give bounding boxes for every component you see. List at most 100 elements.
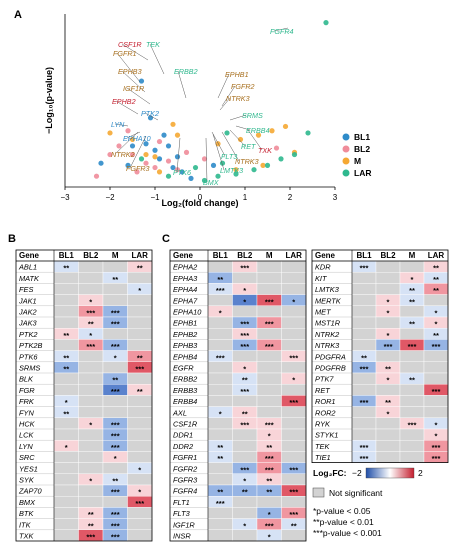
heat-cell bbox=[399, 384, 425, 396]
gene-label: FGFR3 bbox=[126, 164, 150, 173]
gene-name: RYK bbox=[315, 420, 331, 429]
heat-cell bbox=[399, 428, 425, 441]
heat-cell bbox=[281, 260, 307, 273]
point-lar bbox=[233, 171, 239, 177]
leader-line bbox=[114, 131, 139, 155]
gene-name: FGR bbox=[19, 386, 35, 395]
table-border bbox=[311, 249, 449, 464]
significance-mark: *** bbox=[408, 421, 417, 430]
heat-cell bbox=[78, 260, 104, 273]
column-header: Gene bbox=[173, 251, 194, 260]
point-bl2 bbox=[201, 156, 208, 162]
significance-mark: * bbox=[435, 320, 438, 329]
heat-cell bbox=[53, 473, 79, 486]
significance-mark: *** bbox=[265, 421, 274, 430]
heat-cell bbox=[281, 272, 307, 284]
significance-mark: * bbox=[219, 409, 222, 418]
gene-label: FGFR4 bbox=[270, 27, 294, 36]
significance-mark: * bbox=[65, 398, 68, 407]
x-tick-label: −1 bbox=[150, 193, 160, 202]
significance-mark: * bbox=[435, 421, 438, 430]
significance-mark: *** bbox=[111, 421, 120, 430]
gene-name: INSR bbox=[173, 532, 191, 541]
leader-line bbox=[144, 112, 159, 121]
heat-cell bbox=[78, 350, 104, 363]
heat-cell bbox=[232, 272, 258, 284]
significance-mark: *** bbox=[360, 454, 369, 463]
legend-label-lar: LAR bbox=[354, 168, 371, 178]
point-m bbox=[233, 167, 239, 173]
gene-name: FGFR4 bbox=[173, 487, 197, 496]
gene-name: FGFR2 bbox=[173, 464, 197, 473]
gene-name: EPHA10 bbox=[173, 308, 202, 317]
point-lar bbox=[305, 130, 311, 136]
gene-name: EPHB3 bbox=[173, 341, 198, 350]
point-bl2 bbox=[93, 173, 100, 179]
significance-mark: *** bbox=[86, 342, 95, 351]
heat-cell bbox=[256, 328, 282, 340]
heat-cell bbox=[375, 451, 401, 463]
heat-cell bbox=[232, 451, 258, 463]
heat-cell bbox=[78, 272, 104, 284]
heat-cell bbox=[281, 428, 307, 441]
heat-cell bbox=[53, 529, 79, 542]
column-header: M bbox=[112, 251, 119, 260]
heat-cell bbox=[207, 260, 233, 273]
significance-mark: ** bbox=[217, 443, 223, 452]
leader-line bbox=[116, 52, 141, 83]
heat-cell bbox=[256, 384, 282, 396]
heat-cell bbox=[127, 328, 153, 340]
heat-cell bbox=[232, 440, 258, 452]
gene-name: ITK bbox=[19, 520, 32, 529]
gene-name: MERTK bbox=[315, 296, 342, 305]
heat-cell bbox=[399, 350, 425, 363]
heat-cell bbox=[53, 518, 79, 530]
gene-name: JAK2 bbox=[18, 308, 37, 317]
gene-name: IGF1R bbox=[173, 520, 195, 529]
significance-mark: *** bbox=[240, 331, 249, 340]
heat-cell bbox=[127, 529, 153, 542]
leader-line bbox=[221, 131, 240, 162]
significance-mark: ** bbox=[361, 353, 367, 362]
gene-name: TEK bbox=[315, 442, 330, 451]
point-m bbox=[143, 151, 149, 158]
leader-line bbox=[229, 129, 246, 147]
heat-cell bbox=[375, 428, 401, 441]
gene-label: BMX bbox=[203, 178, 220, 187]
gene-name: SRC bbox=[19, 453, 35, 462]
significance-mark: ** bbox=[137, 387, 143, 396]
significance-mark: ** bbox=[137, 264, 143, 273]
gene-name: BLK bbox=[19, 375, 34, 384]
significance-mark: *** bbox=[289, 465, 298, 474]
heat-cell bbox=[256, 372, 282, 385]
significance-mark: ** bbox=[385, 365, 391, 374]
column-header: BL2 bbox=[380, 251, 396, 260]
heat-cell bbox=[281, 384, 307, 396]
significance-mark: * bbox=[243, 521, 246, 530]
heat-cell bbox=[53, 428, 79, 441]
point-bl1 bbox=[188, 175, 194, 181]
significance-mark: * bbox=[138, 286, 141, 295]
gene-name: EPHB1 bbox=[173, 319, 197, 328]
gene-name: PTK6 bbox=[19, 352, 38, 361]
x-tick-label: 2 bbox=[288, 193, 293, 202]
heat-cell bbox=[281, 417, 307, 430]
gene-label: SRMS bbox=[242, 111, 263, 120]
heat-cell bbox=[399, 395, 425, 407]
significance-mark: * bbox=[243, 286, 246, 295]
heat-cell bbox=[256, 283, 282, 295]
heat-cell bbox=[102, 496, 128, 508]
gene-name: FLT3 bbox=[173, 509, 191, 518]
heat-cell bbox=[351, 372, 377, 385]
gene-label: IGF1R bbox=[123, 84, 144, 93]
heat-cell bbox=[127, 406, 153, 419]
heat-cell bbox=[375, 283, 401, 295]
significance-mark: *** bbox=[111, 387, 120, 396]
gene-name: PTK2B bbox=[19, 341, 42, 350]
heat-cell bbox=[78, 361, 104, 374]
heat-cell bbox=[423, 395, 449, 407]
heat-cell bbox=[102, 294, 128, 307]
gene-label: ERBB2 bbox=[174, 67, 198, 76]
